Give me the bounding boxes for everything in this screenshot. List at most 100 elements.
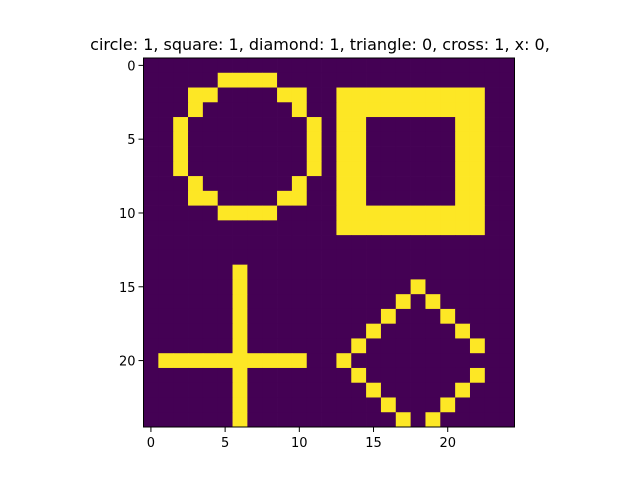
heatmap-cell: [173, 264, 189, 280]
heatmap-cell: [455, 58, 471, 74]
heatmap-cell: [425, 249, 441, 265]
heatmap-cell: [232, 397, 248, 413]
heatmap-cell: [306, 161, 322, 177]
heatmap-cell: [158, 87, 174, 103]
heatmap-cell: [173, 117, 189, 133]
heatmap-cell: [188, 294, 204, 310]
heatmap-cell: [499, 294, 515, 310]
heatmap-cell: [217, 397, 233, 413]
heatmap-cell: [202, 353, 219, 369]
heatmap-cell: [425, 397, 441, 413]
heatmap-cell: [380, 279, 397, 295]
heatmap-cell: [321, 367, 337, 384]
chart-title: circle: 1, square: 1, diamond: 1, triang…: [90, 35, 550, 54]
heatmap-cell: [188, 367, 204, 384]
heatmap-cell: [395, 220, 411, 236]
heatmap-cell: [247, 235, 263, 251]
heatmap-cell: [469, 58, 486, 74]
heatmap-cell: [247, 382, 263, 398]
heatmap-cell: [351, 220, 367, 236]
heatmap-cell: [425, 161, 441, 177]
heatmap-cell: [247, 412, 263, 428]
heatmap-cell: [217, 323, 233, 339]
heatmap-cell: [380, 131, 397, 147]
heatmap-cell: [410, 382, 426, 398]
heatmap-cell: [366, 367, 382, 384]
heatmap-cell: [440, 235, 456, 251]
heatmap-cell: [291, 72, 308, 88]
heatmap-cell: [262, 117, 278, 133]
heatmap-cells: [143, 58, 515, 428]
heatmap-cell: [143, 235, 159, 251]
heatmap-cell: [336, 87, 352, 103]
heatmap-cell: [410, 235, 426, 251]
heatmap-cell: [336, 205, 352, 221]
heatmap-cell: [232, 323, 248, 339]
heatmap-cell: [232, 338, 248, 354]
x-tick-label: 5: [221, 436, 229, 451]
heatmap-cell: [484, 102, 501, 118]
heatmap-cell: [262, 72, 278, 88]
heatmap-cell: [455, 294, 471, 310]
heatmap-cell: [202, 397, 219, 413]
heatmap-cell: [455, 235, 471, 251]
heatmap-cell: [158, 338, 174, 354]
heatmap-cell: [425, 87, 441, 103]
heatmap-cell: [336, 279, 352, 295]
heatmap-cell: [188, 279, 204, 295]
heatmap-cell: [351, 338, 367, 354]
heatmap-cell: [321, 308, 337, 325]
heatmap-cell: [336, 382, 352, 398]
heatmap-cell: [232, 205, 248, 221]
heatmap-cell: [351, 412, 367, 428]
heatmap-cell: [351, 235, 367, 251]
heatmap-cell: [158, 353, 174, 369]
heatmap-cell: [232, 279, 248, 295]
heatmap-cell: [336, 176, 352, 192]
heatmap-cell: [351, 131, 367, 147]
heatmap-cell: [202, 323, 219, 339]
heatmap-cell: [306, 412, 322, 428]
heatmap-cell: [247, 367, 263, 384]
heatmap-cell: [217, 102, 233, 118]
heatmap-cell: [380, 72, 397, 88]
heatmap-cell: [351, 367, 367, 384]
y-tick-label: 0: [127, 59, 135, 74]
heatmap-cell: [173, 308, 189, 325]
heatmap-cell: [366, 412, 382, 428]
heatmap-cell: [232, 249, 248, 265]
heatmap-cell: [484, 87, 501, 103]
heatmap-cell: [232, 353, 248, 369]
heatmap-cell: [484, 323, 501, 339]
heatmap-cell: [351, 102, 367, 118]
heatmap-cell: [277, 235, 293, 251]
heatmap-cell: [173, 323, 189, 339]
heatmap-cell: [202, 235, 219, 251]
heatmap-cell: [484, 382, 501, 398]
heatmap-cell: [380, 220, 397, 236]
heatmap-cell: [366, 161, 382, 177]
heatmap-cell: [202, 161, 219, 177]
heatmap-cell: [158, 190, 174, 206]
heatmap-cell: [366, 294, 382, 310]
heatmap-cell: [336, 131, 352, 147]
heatmap-cell: [499, 338, 515, 354]
heatmap-cell: [469, 397, 486, 413]
heatmap-cell: [232, 294, 248, 310]
heatmap-cell: [469, 117, 486, 133]
heatmap-cell: [306, 382, 322, 398]
heatmap-cell: [336, 323, 352, 339]
heatmap-cell: [321, 176, 337, 192]
heatmap-cell: [410, 294, 426, 310]
heatmap-cell: [247, 353, 263, 369]
heatmap-cell: [262, 87, 278, 103]
heatmap-cell: [306, 117, 322, 133]
heatmap-cell: [484, 58, 501, 74]
heatmap-cell: [380, 102, 397, 118]
heatmap-cell: [484, 146, 501, 162]
heatmap-cell: [262, 249, 278, 265]
heatmap-cell: [217, 161, 233, 177]
heatmap-cell: [351, 294, 367, 310]
heatmap-cell: [202, 264, 219, 280]
